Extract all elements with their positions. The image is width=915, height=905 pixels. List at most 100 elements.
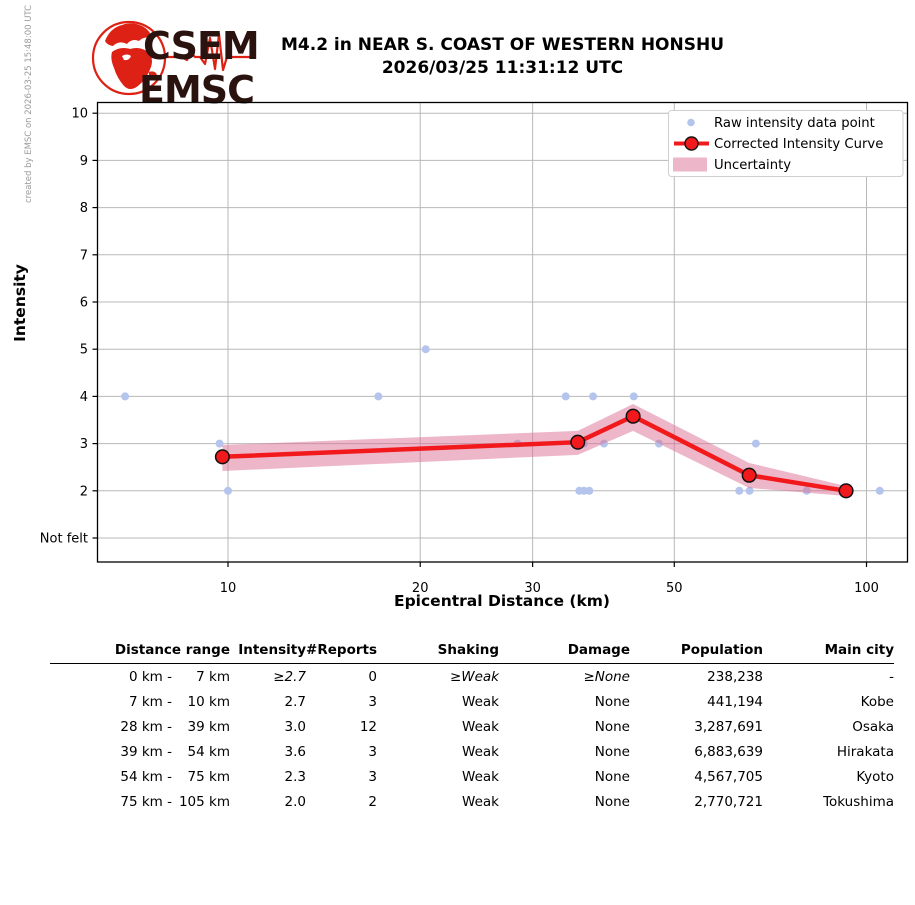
- table-row: 39 km - 54 km 3.6 3 Weak None 6,883,639 Hirakat…: [50, 739, 894, 764]
- x-tick-label: 30: [524, 581, 541, 596]
- cell-shaking: Weak: [462, 768, 499, 785]
- header-damage: Damage: [567, 642, 630, 658]
- logo-csem: CSEM: [143, 24, 258, 68]
- x-tick-label: 10: [220, 581, 237, 596]
- distance-from: 54 km -: [120, 768, 172, 785]
- y-tick-label: 2: [80, 484, 88, 499]
- cell-reports: 12: [359, 718, 377, 735]
- uncertainty-polygon: [222, 404, 847, 496]
- y-tick-label: 9: [80, 154, 88, 169]
- globe-icon: [91, 20, 167, 96]
- cell-distance-range: 28 km - 39 km: [50, 719, 230, 735]
- cell-reports: 0: [368, 668, 377, 685]
- cell-distance-range: 0 km - 7 km: [50, 669, 230, 685]
- raw-intensity-point: [751, 439, 760, 448]
- cell-main-city: -: [889, 668, 894, 685]
- chart-title: M4.2 in NEAR S. COAST OF WESTERN HONSHU …: [97, 34, 908, 80]
- y-axis-label: Intensity: [11, 264, 29, 342]
- table-header-rule: [50, 663, 894, 664]
- cell-intensity: 2.0: [284, 793, 306, 810]
- distance-from: 28 km -: [120, 718, 172, 735]
- legend-label-raw: Raw intensity data point: [714, 116, 875, 131]
- summary-table: Distance range Intensity #Reports Shakin…: [50, 640, 894, 814]
- cell-population: 238,238: [707, 668, 763, 685]
- seismogram-icon: [144, 32, 255, 72]
- y-tick-label: 8: [80, 201, 88, 216]
- cell-intensity: ≥2.7: [273, 668, 306, 685]
- corrected-curve-marker: [741, 467, 757, 483]
- x-tick-label: 100: [854, 581, 879, 596]
- x-tick-label: 20: [412, 581, 429, 596]
- cell-distance-range: 7 km - 10 km: [50, 694, 230, 710]
- legend-raw-marker: [687, 118, 695, 127]
- legend-label-band: Uncertainty: [714, 158, 791, 173]
- cell-population: 2,770,721: [694, 793, 763, 810]
- title-line2: 2026/03/25 11:31:12 UTC: [381, 58, 624, 78]
- raw-intensity-point: [215, 439, 224, 448]
- y-tick-label: 3: [80, 437, 88, 452]
- emsc-logo: CSEM EMSC: [86, 12, 260, 112]
- table-row: 28 km - 39 km 3.0 12 Weak None 3,287,691 Osaka: [50, 714, 894, 739]
- corrected-intensity-curve: [214, 408, 854, 499]
- y-tick-label: 7: [80, 248, 88, 263]
- table-row: 7 km - 10 km 2.7 3 Weak None 441,194 Kobe: [50, 689, 894, 714]
- corrected-curve-marker: [625, 408, 641, 424]
- legend: Raw intensity data point Corrected Inten…: [668, 110, 904, 177]
- cell-population: 441,194: [707, 693, 763, 710]
- distance-from: 75 km -: [120, 793, 172, 810]
- x-axis-label: Epicentral Distance (km): [394, 592, 610, 610]
- cell-shaking: Weak: [462, 743, 499, 760]
- cell-intensity: 3.0: [284, 718, 306, 735]
- table-row: 54 km - 75 km 2.3 3 Weak None 4,567,705 Kyoto: [50, 764, 894, 789]
- gridlines: [97, 102, 908, 562]
- cell-intensity: 2.7: [284, 693, 306, 710]
- cell-damage: None: [594, 768, 630, 785]
- table-row: 0 km - 7 km ≥2.7 0 ≥Weak ≥None 238,238 -: [50, 664, 894, 689]
- raw-intensity-point: [589, 392, 598, 401]
- table-row: 75 km - 105 km 2.0 2 Weak None 2,770,721 Tokush…: [50, 789, 894, 814]
- header-distance-range: Distance range: [114, 642, 230, 658]
- cell-damage: None: [594, 743, 630, 760]
- cell-reports: 3: [368, 743, 377, 760]
- cell-reports: 2: [368, 793, 377, 810]
- cell-main-city: Kobe: [860, 693, 894, 710]
- cell-intensity: 3.6: [284, 743, 306, 760]
- raw-intensity-point: [585, 486, 594, 495]
- legend-label-curve: Corrected Intensity Curve: [714, 137, 883, 152]
- cell-main-city: Osaka: [852, 718, 894, 735]
- uncertainty-band: [222, 404, 847, 496]
- axis-ticks: [92, 112, 868, 567]
- distance-to: 10 km: [187, 693, 230, 710]
- distance-from: 7 km -: [128, 693, 172, 710]
- header-population: Population: [680, 642, 763, 658]
- cell-main-city: Kyoto: [856, 768, 894, 785]
- cell-reports: 3: [368, 768, 377, 785]
- distance-from: 0 km -: [128, 668, 172, 685]
- cell-distance-range: 75 km - 105 km: [50, 794, 230, 810]
- raw-intensity-point: [224, 486, 232, 495]
- cell-shaking: ≥Weak: [449, 668, 499, 685]
- cell-shaking: Weak: [462, 718, 499, 735]
- raw-intensity-point: [745, 486, 754, 495]
- cell-shaking: Weak: [462, 793, 499, 810]
- y-tick-label: 6: [80, 296, 88, 311]
- y-tick-label: 10: [71, 107, 88, 122]
- raw-intensity-point: [735, 486, 744, 495]
- legend-curve-marker: [684, 136, 699, 151]
- distance-to: 39 km: [187, 718, 230, 735]
- plot-frame: [96, 101, 909, 563]
- cell-intensity: 2.3: [284, 768, 306, 785]
- logo-emsc: EMSC: [139, 68, 254, 108]
- cell-population: 6,883,639: [694, 743, 763, 760]
- distance-to: 7 km: [196, 668, 230, 685]
- title-line1: M4.2 in NEAR S. COAST OF WESTERN HONSHU: [280, 35, 725, 55]
- distance-from: 39 km -: [120, 743, 172, 760]
- header-intensity: Intensity: [238, 642, 306, 658]
- cell-population: 3,287,691: [694, 718, 763, 735]
- cell-damage: None: [594, 693, 630, 710]
- x-tick-label: 50: [666, 581, 683, 596]
- cell-distance-range: 54 km - 75 km: [50, 769, 230, 785]
- cell-reports: 3: [368, 693, 377, 710]
- cell-population: 4,567,705: [694, 768, 763, 785]
